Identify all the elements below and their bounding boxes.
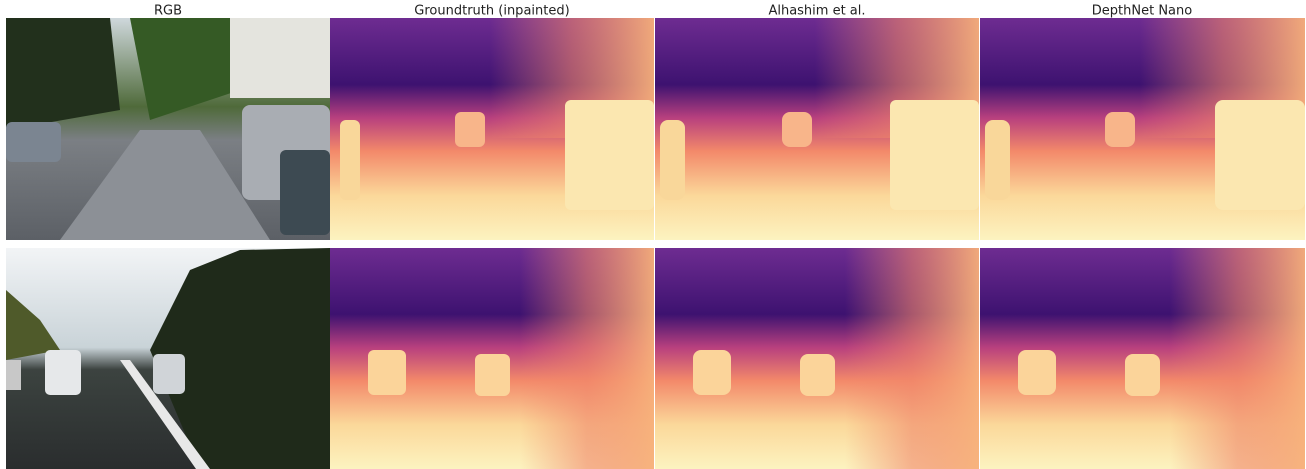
depth-map xyxy=(655,248,979,469)
depth-map xyxy=(330,248,654,469)
column-title: RGB xyxy=(154,4,182,19)
depth-map xyxy=(655,18,979,240)
rgb-image xyxy=(6,18,330,240)
depth-map xyxy=(330,18,654,240)
depth-map xyxy=(980,248,1305,469)
rgb-image xyxy=(6,248,330,469)
column-title: DepthNet Nano xyxy=(1092,4,1192,19)
column-title: Alhashim et al. xyxy=(768,4,865,19)
depth-map xyxy=(980,18,1305,240)
column-title: Groundtruth (inpainted) xyxy=(414,4,569,19)
figure: RGB Groundtruth (inpainted) Alhashim et … xyxy=(0,0,1306,469)
